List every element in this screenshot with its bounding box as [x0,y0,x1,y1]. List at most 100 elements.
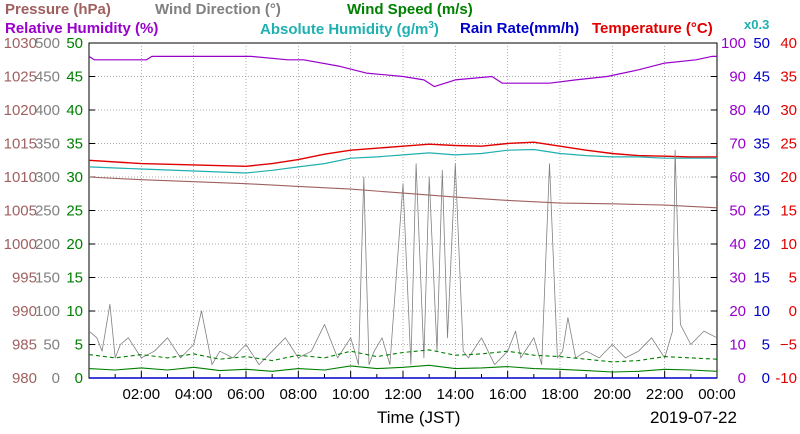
y-tick-rain-rate: 5 [762,337,770,354]
y-tick-wind-speed: 40 [66,102,83,119]
y-tick-wind-speed: 35 [66,136,83,153]
legend-abs-scale-note: x0.3 [744,17,770,32]
y-tick-temperature: 0 [789,303,797,320]
y-tick-wind-direction: 250 [35,203,60,220]
series-group [88,55,718,379]
y-tick-pressure: 985 [12,337,37,354]
legend-wind-speed: Wind Speed (m/s) [347,1,473,18]
x-tick-label: 18:00 [541,386,579,403]
y-tick-rain-rate: 0 [762,370,770,387]
y-tick-temperature: 40 [780,35,797,52]
series-wind-speed-m-s-avg [88,364,718,373]
legend-relative-humidity: Relative Humidity (%) [5,20,159,37]
y-tick-wind-direction: 450 [35,69,60,86]
y-tick-wind-direction: 100 [35,303,60,320]
x-tick-label: 10:00 [332,386,370,403]
y-tick-pressure: 980 [12,370,37,387]
y-tick-pressure: 1005 [4,203,37,220]
y-tick-temperature: −5 [780,337,797,354]
y-tick-wind-direction: 500 [35,35,60,52]
series-wind-direction [88,149,718,366]
y-tick-pressure: 1015 [4,136,37,153]
y-tick-pressure: 1020 [4,102,37,119]
x-tick-label: 12:00 [384,386,422,403]
y-tick-wind-speed: 25 [66,203,83,220]
legend-rain-rate: Rain Rate(mm/h) [460,20,580,37]
series-temperature-c [88,141,717,168]
series-wind-speed-m-s-max [88,349,718,363]
y-tick-wind-speed: 10 [66,303,83,320]
y-tick-temperature: 30 [780,102,797,119]
y-tick-wind-speed: 50 [66,35,83,52]
y-tick-temperature: 5 [789,270,797,287]
y-axis-ticks: 9809859909951000100510101015102010251030… [4,35,797,387]
y-tick-rain-rate: 40 [753,102,770,119]
y-tick-relative-humidity: 70 [729,136,746,153]
y-tick-relative-humidity: 90 [729,69,746,86]
series-pressure-hpa [88,176,718,209]
y-tick-rain-rate: 15 [753,270,770,287]
y-tick-temperature: 10 [780,236,797,253]
y-tick-temperature: 15 [780,203,797,220]
grid [89,43,717,378]
y-tick-wind-direction: 350 [35,136,60,153]
y-tick-relative-humidity: 40 [729,236,746,253]
x-tick-label: 02:00 [123,386,161,403]
y-tick-wind-direction: 400 [35,102,60,119]
y-tick-temperature: -10 [775,370,797,387]
y-tick-wind-direction: 150 [35,270,60,287]
plot-frame [88,42,718,379]
y-tick-wind-speed: 30 [66,169,83,186]
series-relative-humidity [88,55,717,88]
y-tick-relative-humidity: 50 [729,203,746,220]
y-tick-rain-rate: 45 [753,69,770,86]
y-tick-temperature: 25 [780,136,797,153]
x-tick-label: 22:00 [646,386,684,403]
legend-temperature: Temperature (°C) [592,20,713,37]
y-tick-wind-direction: 50 [43,337,60,354]
y-tick-temperature: 35 [780,69,797,86]
y-tick-pressure: 1030 [4,35,37,52]
y-tick-relative-humidity: 20 [729,303,746,320]
y-tick-rain-rate: 10 [753,303,770,320]
y-tick-wind-speed: 20 [66,236,83,253]
y-tick-wind-direction: 0 [52,370,60,387]
y-tick-relative-humidity: 0 [738,370,746,387]
y-tick-rain-rate: 20 [753,236,770,253]
y-tick-wind-speed: 15 [66,270,83,287]
y-tick-pressure: 1000 [4,236,37,253]
x-tick-label: 04:00 [175,386,213,403]
legend-wind-direction: Wind Direction (°) [155,1,281,18]
y-tick-wind-speed: 5 [75,337,83,354]
y-tick-temperature: 20 [780,169,797,186]
legend-absolute-humidity: Absolute Humidity (g/m3) [260,20,439,38]
y-tick-rain-rate: 30 [753,169,770,186]
y-tick-pressure: 1010 [4,169,37,186]
x-tick-label: 06:00 [227,386,265,403]
y-tick-pressure: 995 [12,270,37,287]
x-axis-date: 2019-07-22 [650,408,737,427]
y-tick-relative-humidity: 80 [729,102,746,119]
y-tick-wind-direction: 300 [35,169,60,186]
y-tick-relative-humidity: 60 [729,169,746,186]
y-tick-wind-speed: 0 [75,370,83,387]
y-tick-pressure: 1025 [4,69,37,86]
x-tick-label: 16:00 [489,386,527,403]
y-tick-rain-rate: 35 [753,136,770,153]
series-absolute-humidity-x0-3 [88,148,717,174]
x-tick-label: 00:00 [698,386,736,403]
y-tick-rain-rate: 25 [753,203,770,220]
y-tick-wind-direction: 200 [35,236,60,253]
y-tick-relative-humidity: 30 [729,270,746,287]
x-tick-label: 14:00 [437,386,475,403]
x-axis-label: Time (JST) [377,408,461,427]
x-axis-ticks: 02:00 04:00 06:00 08:00 10:00 12:00 14:00 16:00… [114,371,736,403]
x-tick-label: 08:00 [280,386,318,403]
y-tick-rain-rate: 50 [753,35,770,52]
legend-pressure: Pressure (hPa) [5,1,111,18]
y-tick-relative-humidity: 10 [729,337,746,354]
x-tick-label: 20:00 [594,386,632,403]
y-tick-pressure: 990 [12,303,37,320]
y-tick-relative-humidity: 100 [721,35,746,52]
